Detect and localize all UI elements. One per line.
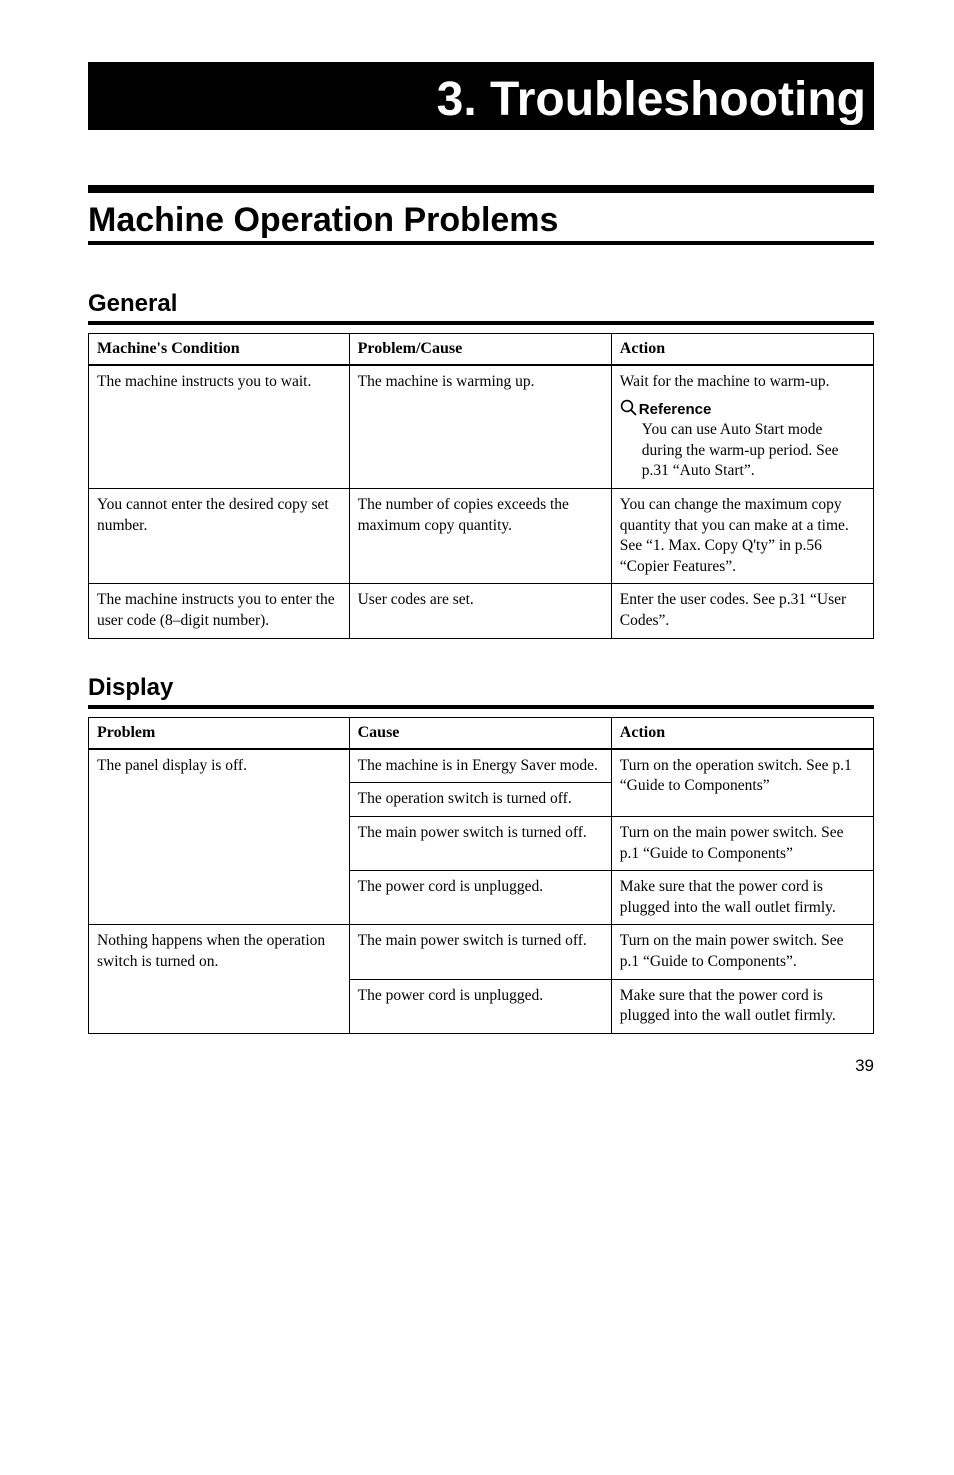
cell-cause: The main power switch is turned off.: [349, 925, 611, 979]
cell-action: Make sure that the power cord is plugged…: [611, 871, 873, 925]
reference-label: Reference: [639, 401, 712, 418]
cell-cause: The power cord is unplugged.: [349, 979, 611, 1033]
cell-cause: The operation switch is turned off.: [349, 783, 611, 817]
cell-condition: The machine instructs you to enter the u…: [89, 584, 350, 638]
chapter-banner: 3. Troubleshooting: [88, 62, 874, 130]
chapter-title: 3. Troubleshooting: [437, 73, 866, 126]
cell-action: Wait for the machine to warm-up. Referen…: [611, 365, 873, 489]
cell-action: You can change the maximum copy quantity…: [611, 489, 873, 584]
cell-cause: The machine is in Energy Saver mode.: [349, 749, 611, 783]
cell-cause: The number of copies exceeds the maximum…: [349, 489, 611, 584]
cell-cause: The main power switch is turned off.: [349, 816, 611, 870]
cell-condition: The machine instructs you to wait.: [89, 365, 350, 489]
subsection-display: Display: [88, 674, 874, 709]
subsection-general: General: [88, 290, 874, 325]
table-row: Nothing happens when the operation switc…: [89, 925, 874, 979]
cell-cause: The power cord is unplugged.: [349, 871, 611, 925]
magnifier-icon: [620, 401, 639, 418]
general-th-cause: Problem/Cause: [349, 334, 611, 366]
cell-cause: The machine is warming up.: [349, 365, 611, 489]
display-th-problem: Problem: [89, 717, 350, 749]
cell-action: Make sure that the power cord is plugged…: [611, 979, 873, 1033]
table-row: The machine instructs you to wait. The m…: [89, 365, 874, 489]
section-title: Machine Operation Problems: [88, 185, 874, 245]
cell-cause: User codes are set.: [349, 584, 611, 638]
reference-text: You can use Auto Start mode during the w…: [620, 420, 865, 482]
table-row: You cannot enter the desired copy set nu…: [89, 489, 874, 584]
cell-action: Turn on the main power switch. See p.1 “…: [611, 816, 873, 870]
action-text: Wait for the machine to warm-up.: [620, 373, 830, 390]
display-table: Problem Cause Action The panel display i…: [88, 717, 874, 1034]
cell-action: Enter the user codes. See p.31 “User Cod…: [611, 584, 873, 638]
display-th-cause: Cause: [349, 717, 611, 749]
cell-condition: You cannot enter the desired copy set nu…: [89, 489, 350, 584]
general-th-action: Action: [611, 334, 873, 366]
cell-problem: The panel display is off.: [89, 749, 350, 925]
table-row: The machine instructs you to enter the u…: [89, 584, 874, 638]
page-number: 39: [88, 1056, 874, 1076]
table-row: The panel display is off. The machine is…: [89, 749, 874, 783]
general-th-condition: Machine's Condition: [89, 334, 350, 366]
cell-problem: Nothing happens when the operation switc…: [89, 925, 350, 1033]
cell-action: Turn on the main power switch. See p.1 “…: [611, 925, 873, 979]
general-table: Machine's Condition Problem/Cause Action…: [88, 333, 874, 639]
cell-action: Turn on the operation switch. See p.1 “G…: [611, 749, 873, 817]
display-th-action: Action: [611, 717, 873, 749]
